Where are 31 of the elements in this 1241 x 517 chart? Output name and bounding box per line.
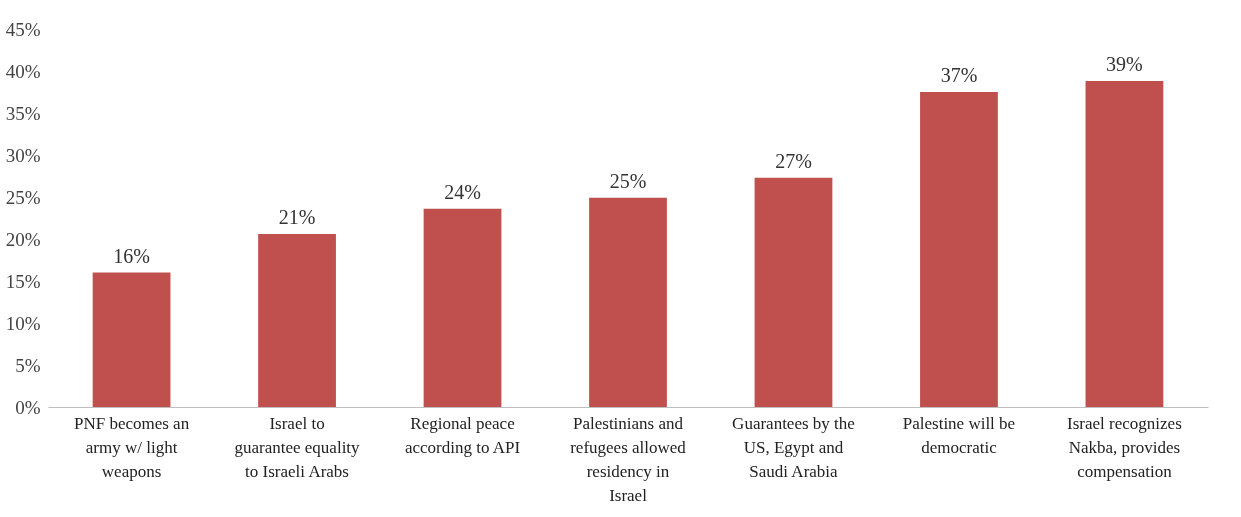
bar: [423, 208, 502, 407]
y-tick-label: 10%: [5, 312, 41, 334]
y-tick-label: 30%: [5, 144, 41, 166]
y-tick-label: 0%: [15, 396, 41, 418]
data-label: 37%: [940, 64, 978, 86]
y-tick-label: 40%: [5, 60, 41, 82]
x-tick-label: Regional peace according to API: [404, 413, 521, 457]
bar: [258, 233, 336, 407]
x-tick-label: Guarantees by the US, Egypt and Saudi Arabia: [732, 413, 855, 481]
data-label: 16%: [113, 244, 150, 267]
y-tick-label: 25%: [5, 186, 41, 208]
x-tick-label: Palestinians and refugees allowed residency in Israel: [570, 413, 687, 505]
bar: [589, 197, 667, 407]
y-tick-label: 20%: [5, 228, 41, 250]
bar: [92, 272, 171, 407]
y-tick-label: 45%: [5, 18, 41, 40]
data-label: 27%: [775, 149, 812, 172]
x-tick-label: Palestine will be democratic: [902, 413, 1016, 457]
y-tick-label: 35%: [5, 102, 41, 124]
data-label: 21%: [278, 205, 316, 228]
data-label: 24%: [444, 180, 481, 203]
data-label: 39%: [1106, 53, 1143, 76]
data-label: 25%: [609, 169, 647, 192]
bar: [754, 177, 833, 407]
bar: [1085, 81, 1164, 407]
x-tick-label: PNF becomes an army w/ light weapons: [73, 413, 190, 481]
y-tick-label: 15%: [5, 270, 41, 292]
x-tick-label: Israel recognizes Nakba, provides compensation: [1067, 413, 1182, 481]
bar: [920, 92, 998, 407]
x-tick-label: Israel to guarantee equality to Israeli Arabs: [234, 413, 361, 481]
y-tick-label: 5%: [15, 354, 41, 376]
